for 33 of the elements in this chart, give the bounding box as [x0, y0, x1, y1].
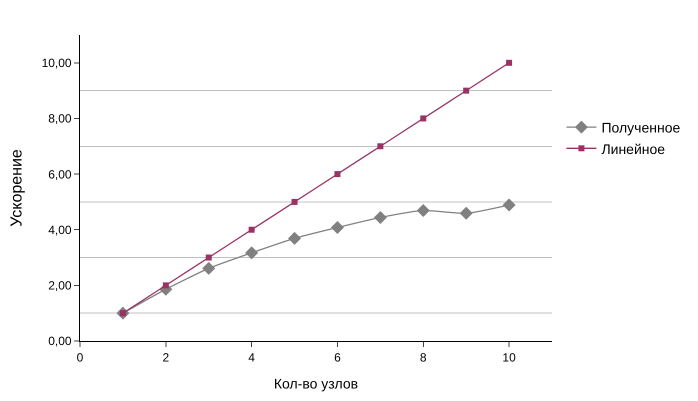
point: [463, 88, 470, 94]
x-tick-label: 10: [502, 350, 516, 364]
point: [248, 226, 255, 233]
point: [330, 221, 344, 234]
point: [377, 143, 384, 150]
x-tick-label: 8: [420, 350, 427, 364]
legend-label: Полученное: [601, 120, 680, 136]
x-axis-title: Кол-во узлов: [274, 376, 358, 392]
y-axis-title: Ускорение: [8, 149, 26, 227]
point: [502, 198, 516, 212]
legend-label: Линейное: [601, 140, 666, 157]
y-tick-label: 2,00: [48, 278, 72, 293]
point: [292, 198, 298, 205]
point: [506, 60, 512, 66]
point: [460, 206, 473, 220]
point: [420, 115, 426, 122]
point: [245, 246, 258, 260]
point: [374, 210, 387, 224]
point: [334, 171, 340, 178]
point: [162, 282, 169, 288]
point: [202, 262, 216, 275]
x-tick-label: 4: [248, 350, 256, 364]
point: [206, 254, 212, 261]
point: [416, 204, 430, 218]
point: [288, 232, 302, 245]
x-tick-label: 2: [162, 350, 170, 364]
x-tick-label: 0: [76, 350, 84, 364]
y-tick-label: 6,00: [48, 167, 72, 182]
y-tick-label: 10,00: [42, 56, 72, 70]
y-tick-label: 0,00: [48, 334, 72, 348]
x-tick-label: 6: [334, 350, 342, 364]
y-tick-label: 8,00: [48, 112, 72, 126]
y-tick-label: 4,00: [48, 222, 72, 237]
